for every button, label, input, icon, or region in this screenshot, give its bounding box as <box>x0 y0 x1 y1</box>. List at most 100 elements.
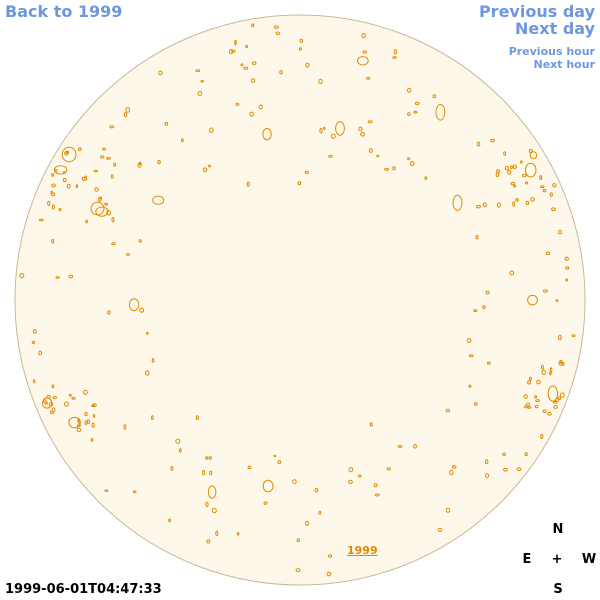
contour <box>76 427 82 433</box>
contour <box>51 173 55 177</box>
contour <box>323 126 326 130</box>
contours <box>19 23 576 577</box>
contour <box>251 61 257 66</box>
contour <box>98 196 103 200</box>
contour <box>305 62 310 68</box>
contour <box>209 127 214 133</box>
contour <box>279 70 283 75</box>
contour <box>240 63 244 67</box>
contour <box>273 454 277 458</box>
previous-hour-link[interactable]: Previous hour <box>508 45 595 58</box>
contour <box>275 31 280 36</box>
contour <box>200 79 204 83</box>
contour <box>503 467 508 472</box>
contour <box>202 167 208 173</box>
contour <box>53 165 68 175</box>
contour <box>123 112 128 118</box>
contour <box>348 467 354 473</box>
contour <box>384 167 390 171</box>
contour <box>392 56 397 59</box>
contour <box>553 404 558 409</box>
contour <box>319 127 323 134</box>
next-hour-link[interactable]: Next hour <box>533 58 596 71</box>
contour <box>107 310 111 315</box>
contour <box>50 410 54 415</box>
contour <box>263 501 268 505</box>
contour <box>362 50 368 54</box>
contour <box>51 384 55 389</box>
contour <box>55 276 60 279</box>
contour <box>552 183 557 188</box>
contour <box>207 485 217 499</box>
contour <box>392 166 396 171</box>
contour <box>195 415 199 421</box>
contour <box>262 128 272 141</box>
contour <box>318 510 322 515</box>
next-day-link[interactable]: Next day <box>515 19 595 38</box>
contour <box>542 188 547 193</box>
contour <box>476 141 481 147</box>
contour <box>262 479 274 493</box>
contour <box>485 290 490 295</box>
contour <box>273 25 279 29</box>
previous-day-link[interactable]: Previous day <box>478 2 595 21</box>
contour <box>490 138 495 143</box>
contour <box>358 126 363 132</box>
contour <box>295 568 301 573</box>
contour <box>86 419 90 425</box>
contour <box>109 125 115 129</box>
contour <box>250 78 256 83</box>
contour <box>558 396 562 401</box>
contour <box>366 76 371 80</box>
contour <box>449 469 454 476</box>
contour <box>407 112 411 117</box>
contour <box>473 309 478 313</box>
contour <box>62 178 67 183</box>
year-link[interactable]: 1999 <box>347 544 378 557</box>
contour <box>111 217 115 223</box>
contour <box>299 38 304 43</box>
contour <box>445 507 451 513</box>
contour <box>90 201 105 216</box>
contour <box>305 520 309 526</box>
contour <box>104 202 109 206</box>
contour <box>95 206 109 217</box>
contour <box>571 334 576 338</box>
back-link[interactable]: Back to 1999 <box>5 2 123 21</box>
contour <box>205 501 209 508</box>
contour <box>145 331 149 335</box>
contour <box>466 337 472 344</box>
contour <box>356 56 369 66</box>
contour <box>111 242 116 246</box>
contour <box>386 467 391 471</box>
compass-south: S <box>553 582 563 597</box>
contour <box>139 307 145 313</box>
contour <box>151 358 155 363</box>
contour <box>51 204 55 210</box>
contour <box>475 234 479 240</box>
contour <box>125 107 130 113</box>
contour <box>547 412 552 416</box>
contour <box>298 47 302 51</box>
contour <box>52 396 57 400</box>
contour <box>243 66 249 70</box>
compass-center: + <box>551 552 563 567</box>
contour <box>413 110 418 114</box>
contour <box>202 470 206 476</box>
contour <box>47 200 51 206</box>
contour <box>482 305 486 310</box>
contour <box>195 69 201 73</box>
contour <box>503 151 507 156</box>
contour <box>81 176 86 181</box>
contour <box>71 396 76 400</box>
contour <box>482 202 487 208</box>
contour <box>565 278 568 282</box>
contour <box>208 164 211 168</box>
compass-west: W <box>581 552 597 567</box>
contour <box>85 219 88 224</box>
contour <box>437 527 443 532</box>
contour <box>534 404 539 409</box>
contour <box>100 155 105 159</box>
contour <box>560 392 565 398</box>
contour <box>424 176 428 181</box>
